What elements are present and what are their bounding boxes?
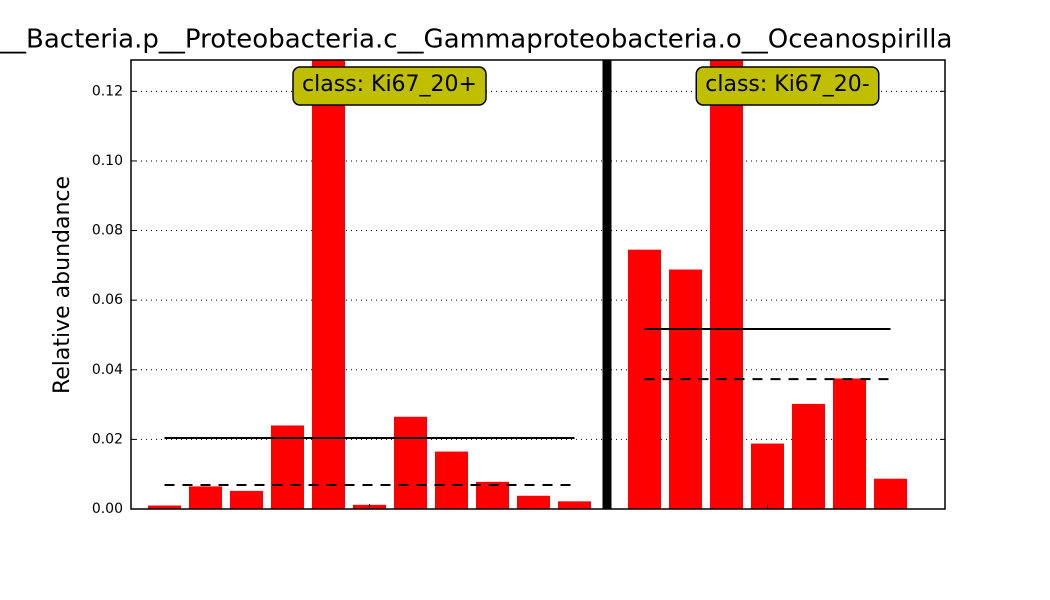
bar [312,60,345,509]
y-tick-label: 0.08 [92,223,123,239]
bar [189,486,222,509]
plot-frame [130,59,946,510]
y-tick-label: 0.02 [92,431,123,447]
bar [710,60,743,509]
bar [230,490,263,509]
bar [751,443,784,509]
y-tick-label: 0.12 [92,83,123,99]
bar [394,416,427,509]
chart-title: __Bacteria.p__Proteobacteria.c__Gammapro… [0,25,952,55]
bar [833,378,866,509]
class-label: class: Ki67_20- [705,72,869,97]
class-label-box [695,66,880,106]
class-label: class: Ki67_20+ [302,72,477,97]
bar [874,478,907,509]
y-axis-label: Relative abundance [50,176,75,394]
bar [517,495,550,509]
bar [148,505,181,509]
class-label-box [292,66,487,106]
overlay: class: Ki67_20+ class: Ki67_20- [130,59,946,510]
y-tick-label: 0.10 [92,153,123,169]
y-tick-label: 0.04 [92,362,123,378]
y-tick-label: 0.06 [92,292,123,308]
bar [792,403,825,509]
bar [271,425,304,509]
bar [669,269,702,509]
bar [558,501,591,509]
bar [435,451,468,509]
y-tick-label: 0.00 [92,501,123,517]
bar [476,481,509,509]
